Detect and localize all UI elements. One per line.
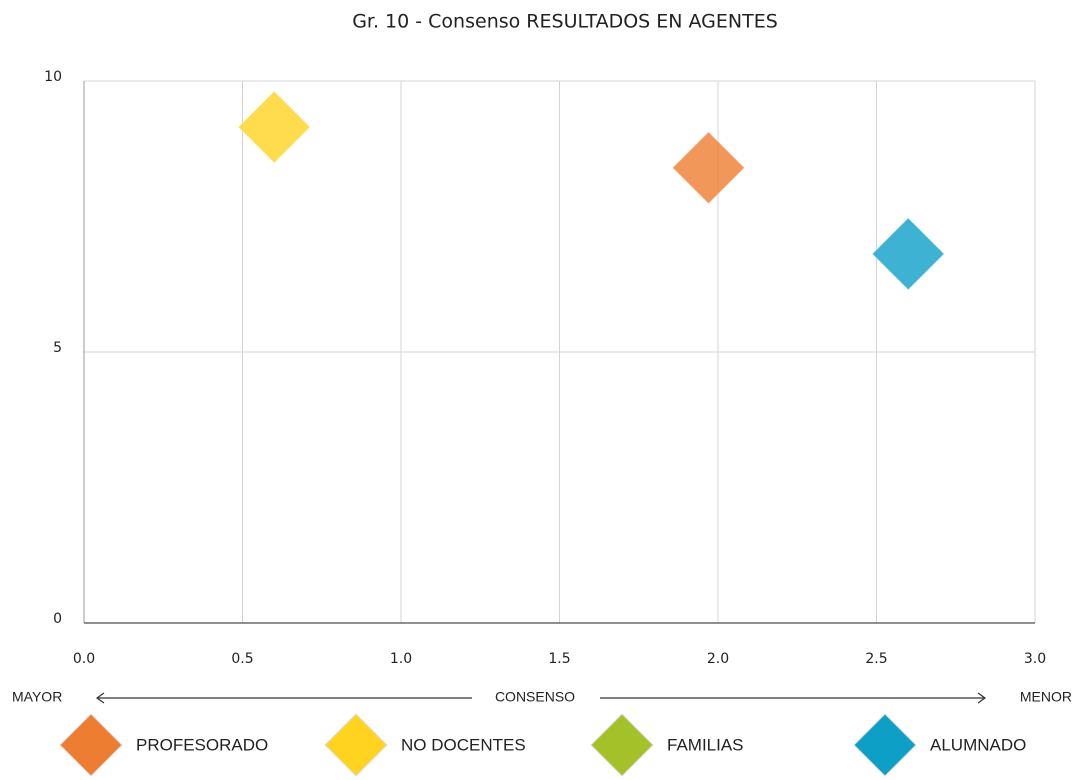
annotation: MENOR [1020, 689, 1072, 705]
y-tick-label: 0 [53, 611, 62, 627]
point [871, 217, 945, 291]
legend-label: PROFESORADO [136, 735, 268, 754]
arrows [95, 692, 987, 704]
x-tick-label: 0.0 [73, 651, 95, 667]
x-tick-label: 3.0 [1024, 651, 1046, 667]
annotation: MAYOR [12, 689, 62, 705]
x-tick-label: 0.5 [231, 651, 253, 667]
x-tick-label: 2.5 [865, 651, 887, 667]
legend-swatch [590, 713, 654, 777]
y-tick-label: 10 [44, 69, 62, 85]
chart-title: Gr. 10 - Consenso RESULTADOS EN AGENTES [352, 11, 778, 33]
x-tick-label: 1.0 [390, 651, 412, 667]
point [237, 90, 311, 164]
legend-swatch [324, 713, 388, 777]
y-tick-label: 5 [53, 340, 62, 356]
annotation: CONSENSO [495, 689, 575, 705]
point [671, 131, 746, 205]
legend-label: FAMILIAS [667, 735, 744, 754]
x-tick-label: 2.0 [707, 651, 729, 667]
legend-swatch [853, 713, 917, 777]
legend-swatch [59, 713, 123, 777]
x-tick-label: 1.5 [548, 651, 570, 667]
legend-label: NO DOCENTES [401, 735, 526, 754]
legend-label: ALUMNADO [930, 735, 1026, 754]
